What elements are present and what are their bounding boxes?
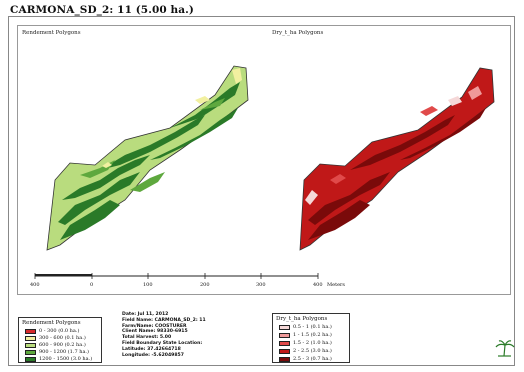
left-zone-dark-2 (58, 172, 140, 225)
legend-rendement-title: Rendement Polygons (22, 320, 81, 326)
left-zone-dark-4 (100, 115, 205, 170)
legend-range: 0 - 300 (39, 328, 57, 334)
left-zone-yellow-3 (102, 162, 112, 168)
legend-area: (1.0 ha.) (310, 340, 332, 346)
palm-logo-icon (495, 340, 515, 357)
legend-range: 0.5 - 1 (293, 324, 310, 330)
left-zone-dark-6 (170, 82, 240, 128)
legend-dry-title: Dry_t_ha Polygons (276, 316, 328, 322)
left-zone-yellow-2 (195, 96, 210, 104)
page-title: CARMONA_SD_2: 11 (5.00 ha.) (10, 4, 194, 16)
info-client: Client Name: 98330-6915 (122, 329, 188, 335)
legend-range: 600 - 900 (39, 342, 63, 348)
legend-rendement: Rendement Polygons 0 - 300 (0.0 ha.) 300… (18, 317, 102, 363)
legend-area: (3.0 ha.) (310, 348, 332, 354)
legend-range: 1 - 1.5 (293, 332, 310, 338)
legend-dry-item: 0.5 - 1 (0.1 ha.) (279, 324, 332, 330)
field-info: Date: Jul 11, 2012 Field Name: CARMONA_S… (122, 312, 242, 358)
map-frame (17, 25, 511, 295)
right-zone-light-3 (448, 96, 462, 106)
scale-label-3: 200 (200, 282, 210, 288)
legend-swatch (25, 342, 36, 348)
legend-area: (0.2 ha.) (64, 342, 86, 348)
legend-dry-item: 1 - 1.5 (0.2 ha.) (279, 332, 332, 338)
legend-swatch (279, 324, 290, 330)
scale-label-0: 400 (30, 282, 40, 288)
right-zone-mid-1 (420, 106, 438, 116)
legend-swatch (279, 340, 290, 346)
legend-rendement-item: 0 - 300 (0.0 ha.) (25, 328, 79, 334)
legend-rendement-item: 300 - 600 (0.1 ha.) (25, 335, 86, 341)
info-farm: Farm/Name: COOSTURER (122, 323, 187, 329)
right-zone-dark-2 (308, 172, 390, 225)
legend-area: (0.7 ha.) (310, 356, 332, 362)
legend-area: (3.0 ha.) (70, 356, 93, 362)
legend-range: 2.5 - 3 (293, 356, 310, 362)
left-zone-mid-1 (80, 160, 115, 178)
legend-area: (0.1 ha.) (310, 324, 332, 330)
map-sheet (8, 16, 515, 366)
info-total-harvest: Total Harvest: 5.00 (122, 335, 172, 341)
legend-dry-item: 2 - 2.5 (3.0 ha.) (279, 348, 332, 354)
scale-label-5: 400 (313, 282, 323, 288)
left-field-map (46, 65, 249, 251)
left-zone-dark-1 (60, 200, 120, 240)
legend-swatch (25, 349, 36, 355)
legend-area: (0.1 ha.) (64, 335, 86, 341)
legend-range: 1200 - 1500 (39, 356, 70, 362)
scale-bar (34, 273, 319, 279)
legend-swatch (25, 356, 36, 362)
left-map-label: Rendement Polygons (22, 30, 81, 36)
right-zone-light-2 (305, 190, 318, 205)
right-map-label: Dry_t_ha Polygons (272, 30, 324, 36)
right-zone-dark-1 (308, 200, 370, 240)
info-field-name: Field Name: CARMONA_SD_2: 11 (122, 317, 206, 323)
legend-rendement-item: 600 - 900 (0.2 ha.) (25, 342, 86, 348)
legend-range: 2 - 2.5 (293, 348, 310, 354)
legend-dry: Dry_t_ha Polygons 0.5 - 1 (0.1 ha.) 1 - … (272, 313, 350, 363)
legend-range: 900 - 1200 (39, 349, 67, 355)
scale-label-4: 300 (256, 282, 266, 288)
right-zone-mid-2 (330, 174, 346, 184)
right-zone-dark-3 (350, 115, 455, 170)
legend-swatch (25, 328, 36, 334)
info-longitude: Longitude: -5.62049857 (122, 352, 184, 358)
scale-unit: Meters (327, 282, 346, 288)
scale-label-2: 100 (143, 282, 153, 288)
info-latitude: Latitude: 37.42664718 (122, 346, 181, 352)
legend-range: 1.5 - 2 (293, 340, 310, 346)
legend-swatch (25, 335, 36, 341)
scale-label-1: 0 (90, 282, 94, 288)
right-zone-light-1 (468, 86, 482, 100)
legend-rendement-item: 1200 - 1500 (3.0 ha.) (25, 356, 92, 362)
legend-area: (1.7 ha.) (67, 349, 89, 355)
left-zone-dark-3 (62, 155, 150, 200)
left-zone-mid-2 (130, 172, 165, 192)
info-boundary: Field Boundary State Location: (122, 340, 203, 346)
info-date: Date: Jul 11, 2012 (122, 312, 169, 317)
legend-swatch (279, 332, 290, 338)
right-field-map (299, 67, 495, 251)
legend-range: 300 - 600 (39, 335, 63, 341)
left-zone-yellow-1 (232, 68, 242, 84)
legend-area: (0.0 ha.) (58, 328, 80, 334)
left-zone-mid-3 (200, 98, 225, 110)
legend-area: (0.2 ha.) (310, 332, 332, 338)
legend-swatch (279, 356, 290, 362)
legend-swatch (279, 348, 290, 354)
legend-dry-item: 2.5 - 3 (0.7 ha.) (279, 356, 332, 362)
legend-rendement-item: 900 - 1200 (1.7 ha.) (25, 349, 89, 355)
legend-dry-item: 1.5 - 2 (1.0 ha.) (279, 340, 332, 346)
